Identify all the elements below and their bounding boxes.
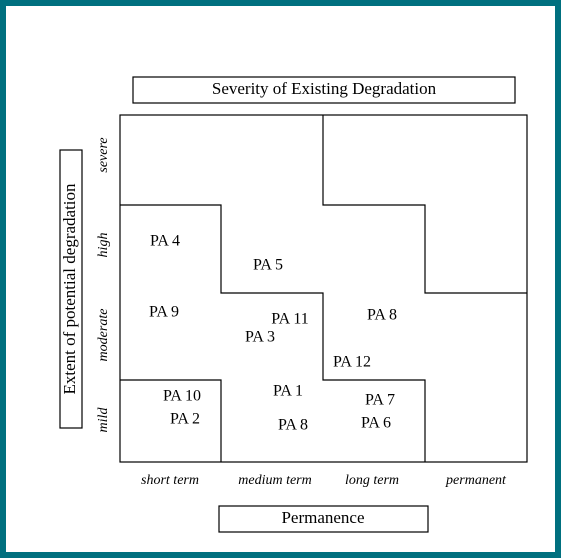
area-label: PA 10 (163, 388, 201, 405)
y-label-box (59, 149, 83, 429)
boundary (120, 379, 222, 462)
column-label: permanent (445, 473, 507, 488)
area-label: PA 9 (149, 304, 179, 321)
area-label: PA 11 (271, 311, 309, 328)
area-label: PA 8 (278, 417, 308, 434)
grid (119, 114, 528, 463)
row-label: moderate (96, 309, 111, 362)
area-label: PA 12 (333, 354, 371, 371)
area-label: PA 8 (367, 307, 397, 324)
area-label: PA 5 (253, 257, 283, 274)
row-label: high (96, 233, 111, 258)
boundary (322, 115, 527, 294)
area-label: PA 2 (170, 411, 200, 428)
x-label-box (218, 505, 429, 533)
column-label: short term (141, 473, 199, 488)
x-label: Permanence (281, 508, 364, 527)
column-label: medium term (238, 473, 312, 488)
area-label: PA 7 (365, 392, 395, 409)
row-label: mild (96, 407, 111, 433)
boundary (120, 204, 426, 462)
row-label: severe (96, 137, 111, 172)
area-label: PA 3 (245, 329, 275, 346)
column-label: long term (345, 473, 399, 488)
area-label: PA 1 (273, 383, 303, 400)
area-label: PA 6 (361, 415, 391, 432)
title: Severity of Existing Degradation (212, 79, 437, 98)
y-label: Extent of potential degradation (60, 183, 79, 395)
title-box (132, 76, 516, 104)
area-label: PA 4 (150, 233, 180, 250)
